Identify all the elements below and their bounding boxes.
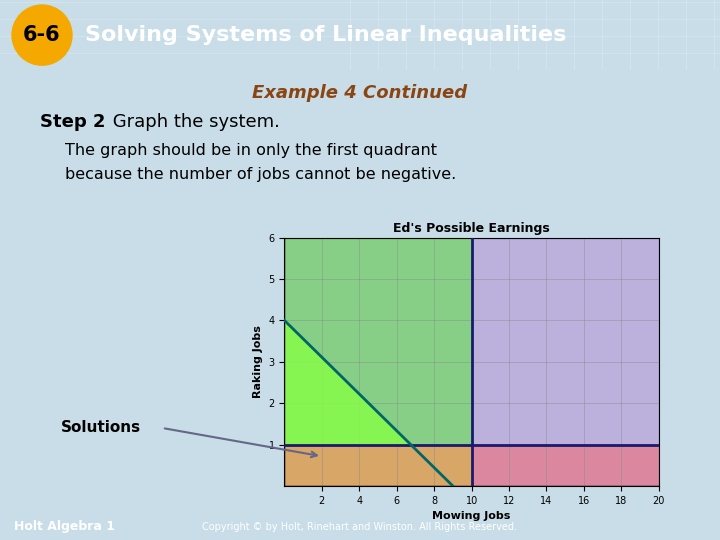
- Text: Solutions: Solutions: [60, 421, 141, 435]
- Y-axis label: Raking Jobs: Raking Jobs: [253, 326, 263, 398]
- Title: Ed's Possible Earnings: Ed's Possible Earnings: [393, 222, 550, 235]
- Text: Step 2: Step 2: [40, 113, 105, 131]
- Text: Copyright © by Holt, Rinehart and Winston. All Rights Reserved.: Copyright © by Holt, Rinehart and Winsto…: [202, 522, 518, 531]
- Text: The graph should be in only the first quadrant
because the number of jobs cannot: The graph should be in only the first qu…: [65, 143, 456, 181]
- X-axis label: Mowing Jobs: Mowing Jobs: [433, 511, 510, 521]
- Text: Solving Systems of Linear Inequalities: Solving Systems of Linear Inequalities: [85, 25, 567, 45]
- Text: Graph the system.: Graph the system.: [107, 113, 279, 131]
- Text: 6-6: 6-6: [23, 25, 60, 45]
- Circle shape: [12, 5, 72, 65]
- Text: Example 4 Continued: Example 4 Continued: [253, 84, 467, 102]
- Text: Holt Algebra 1: Holt Algebra 1: [14, 520, 115, 533]
